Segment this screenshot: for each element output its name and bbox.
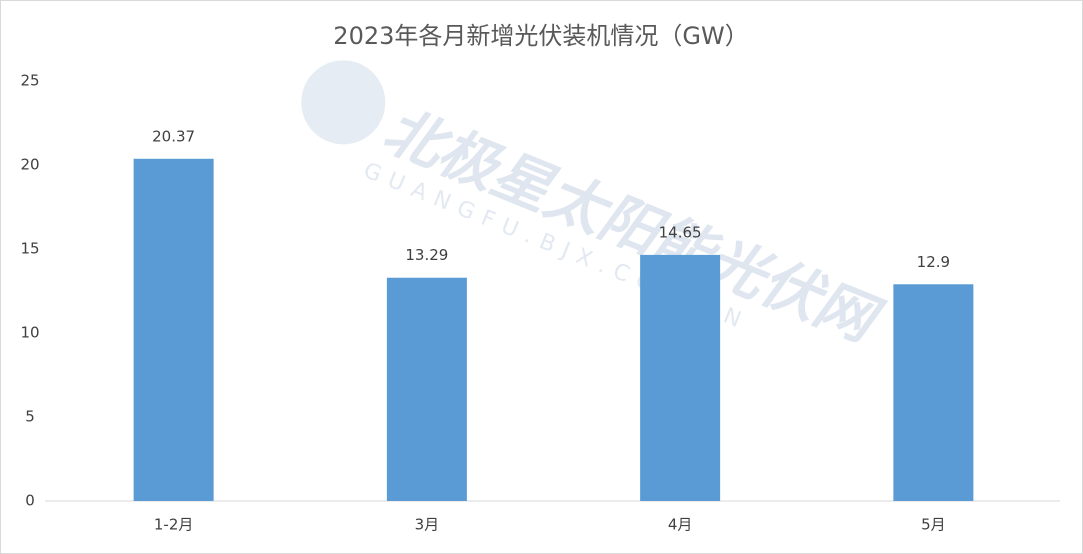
y-tick-label: 25 xyxy=(20,72,39,90)
bar xyxy=(893,284,974,501)
data-label: 20.37 xyxy=(152,127,195,145)
y-tick-label: 10 xyxy=(20,324,39,342)
x-tick-label: 3月 xyxy=(415,516,440,534)
x-tick-label: 5月 xyxy=(921,516,946,534)
y-tick-label: 20 xyxy=(20,156,39,174)
y-tick-label: 5 xyxy=(25,408,35,426)
data-label: 13.29 xyxy=(405,246,448,264)
bar xyxy=(133,158,214,501)
x-tick-label: 4月 xyxy=(668,516,693,534)
data-label: 14.65 xyxy=(659,223,702,241)
data-label: 12.9 xyxy=(917,253,950,271)
y-tick-label: 0 xyxy=(25,492,35,510)
watermark-logo xyxy=(301,60,386,145)
bar xyxy=(386,277,467,501)
y-tick-label: 15 xyxy=(20,240,39,258)
chart-title: 2023年各月新增光伏装机情况（GW） xyxy=(333,22,748,50)
bar xyxy=(640,254,721,501)
x-tick-label: 1-2月 xyxy=(154,516,194,534)
